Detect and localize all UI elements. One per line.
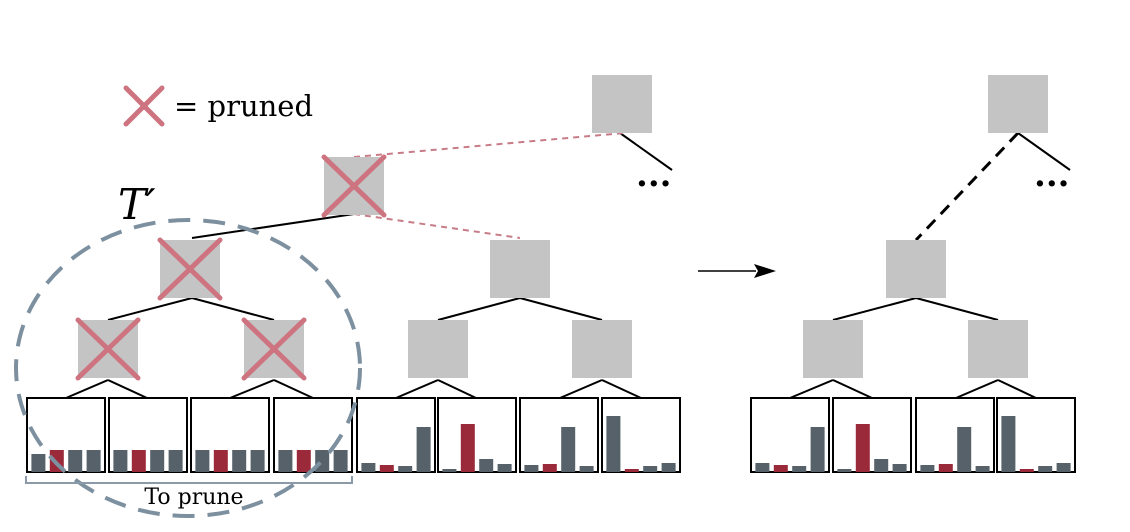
histogram-bar — [892, 464, 907, 472]
histogram-bar — [278, 450, 293, 472]
histogram-bar — [1056, 463, 1071, 472]
histogram-bar — [398, 466, 413, 472]
histogram-bar — [497, 464, 512, 472]
histogram-bar — [661, 463, 676, 472]
histogram-bar — [624, 469, 639, 472]
histogram-bar — [361, 463, 376, 472]
histogram-bar — [855, 424, 870, 472]
histogram-bar — [442, 469, 457, 472]
histogram-bar — [1001, 416, 1016, 472]
ellipsis-right: ··· — [1034, 164, 1070, 204]
histogram-bar — [874, 459, 889, 472]
tree-node — [490, 240, 550, 298]
histogram-bar — [232, 450, 247, 472]
right-leaf-histograms — [750, 397, 1076, 473]
histogram-bar — [31, 454, 46, 472]
prune-x-icon — [241, 317, 307, 381]
histogram-bar — [792, 466, 807, 472]
ellipsis-left: ··· — [636, 164, 672, 204]
histogram-bar — [810, 427, 825, 472]
left-tree-nodes — [78, 75, 652, 378]
prune-x-icon — [157, 237, 223, 301]
leaf-box — [832, 397, 912, 473]
histogram-bar — [1038, 466, 1053, 472]
histogram-bar — [606, 416, 621, 472]
histogram-bar — [113, 450, 128, 472]
histogram-bar — [957, 427, 972, 472]
histogram-bar — [86, 450, 101, 472]
histogram-bar — [250, 450, 265, 472]
leaf-box — [437, 397, 517, 473]
histogram-bar — [579, 466, 594, 472]
right-tree-edges — [789, 131, 1071, 399]
histogram-bar — [479, 459, 494, 472]
histogram-bar — [315, 450, 330, 472]
tree-node — [803, 320, 863, 378]
histogram-bar — [643, 466, 658, 472]
histogram-bar — [213, 450, 228, 472]
histogram-bar — [296, 450, 311, 472]
histogram-bar — [168, 450, 183, 472]
histogram-bar — [920, 465, 935, 472]
prune-x-icon — [321, 154, 387, 218]
histogram-bar — [773, 465, 788, 472]
leaf-box — [915, 397, 995, 473]
histogram-bar — [837, 469, 852, 472]
tree-node — [988, 75, 1048, 133]
subtree-label: T′ — [118, 180, 156, 229]
subtree-circle — [14, 218, 362, 518]
transform-arrow — [698, 264, 776, 278]
left-leaf-histograms — [26, 397, 681, 473]
tree-node — [968, 320, 1028, 378]
tree-node — [592, 75, 652, 133]
histogram-bar — [379, 465, 394, 472]
tree-node — [572, 320, 632, 378]
histogram-bar — [542, 464, 557, 472]
legend-text: = pruned — [174, 89, 313, 123]
prune-brace — [25, 476, 353, 484]
histogram-bar — [460, 424, 475, 472]
leaf-box — [519, 397, 599, 473]
histogram-bar — [524, 465, 539, 472]
prune-label: To prune — [144, 485, 243, 510]
histogram-bar — [195, 450, 210, 472]
tree-node — [886, 240, 946, 298]
histogram-bar — [416, 427, 431, 472]
histogram-bar — [755, 463, 770, 472]
histogram-bar — [561, 427, 576, 472]
histogram-bar — [131, 450, 146, 472]
histogram-bar — [150, 450, 165, 472]
histogram-bar — [68, 450, 83, 472]
histogram-bar — [333, 450, 348, 472]
tree-node — [408, 320, 468, 378]
histogram-bar — [1019, 469, 1034, 472]
left-tree-edges — [65, 132, 673, 399]
prune-marks — [75, 154, 387, 381]
prune-x-icon — [75, 317, 141, 381]
histogram-bar — [938, 464, 953, 472]
right-tree-nodes — [803, 75, 1048, 378]
legend: = pruned — [123, 85, 313, 127]
histogram-bar — [975, 466, 990, 472]
